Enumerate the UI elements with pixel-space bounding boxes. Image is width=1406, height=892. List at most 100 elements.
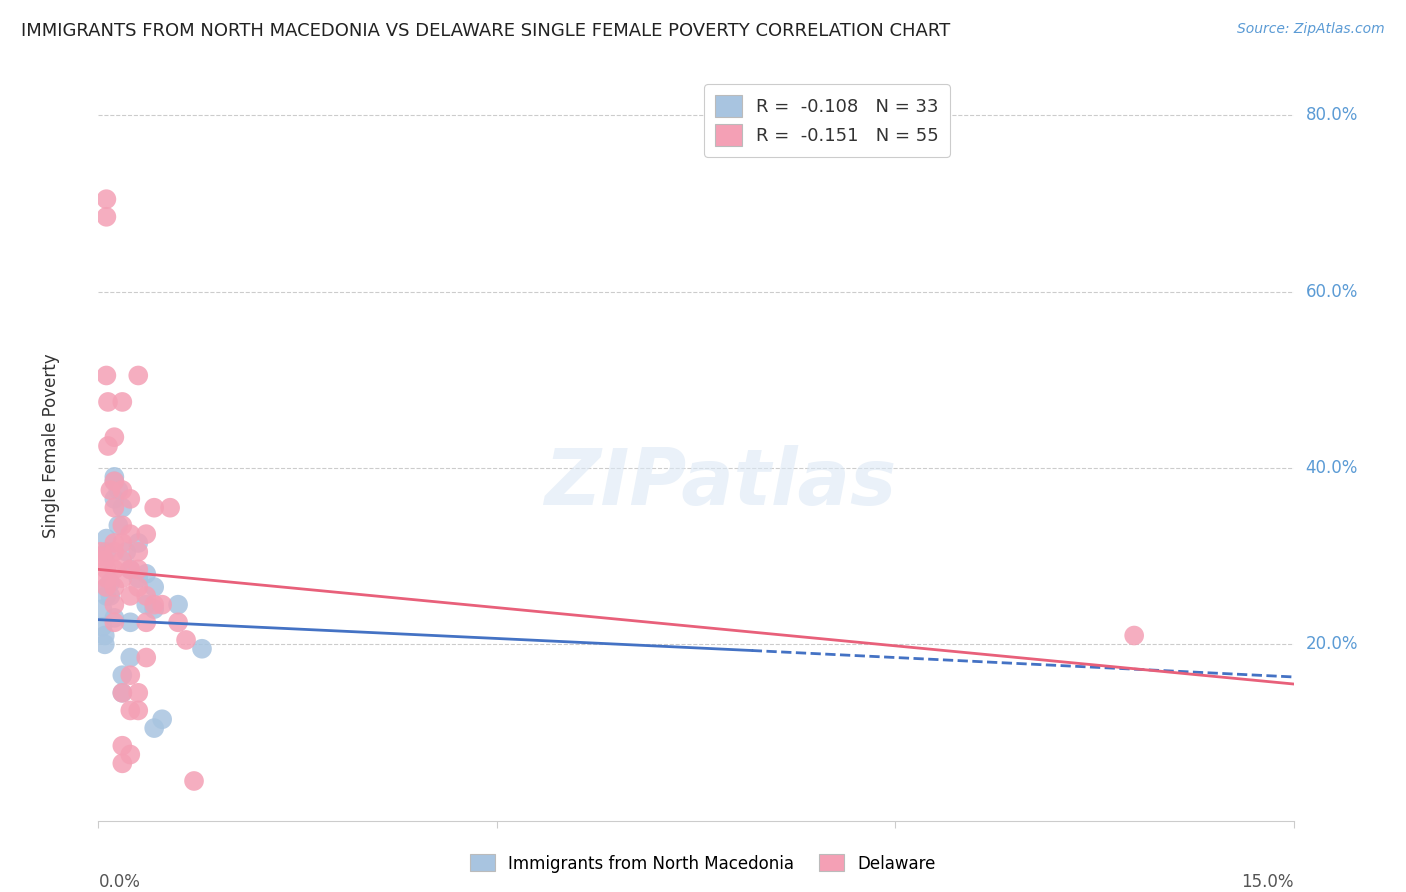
Point (103, 598, 125, 612)
Point (94, 628, 117, 642)
Point (103, 562, 125, 576)
Point (127, 703, 149, 717)
Point (111, 395, 134, 409)
Text: 60.0%: 60.0% (1306, 283, 1358, 301)
Text: Single Female Poverty: Single Female Poverty (42, 354, 59, 538)
Point (97, 439, 120, 453)
Point (159, 500, 181, 515)
Point (115, 545, 138, 559)
Point (91, 602, 114, 616)
Point (111, 500, 134, 515)
Point (191, 641, 214, 656)
Point (167, 615, 190, 630)
Point (96, 210, 118, 224)
Point (127, 580, 149, 594)
Point (96, 192, 118, 206)
Point (111, 686, 134, 700)
Point (96, 589, 118, 603)
Point (96, 571, 118, 585)
Point (120, 650, 142, 665)
Point (150, 712, 173, 726)
Point (90, 545, 112, 559)
Point (96, 368, 118, 383)
Point (111, 518, 134, 533)
Point (107, 518, 129, 533)
Point (1123, 628, 1146, 642)
Point (120, 747, 142, 762)
Point (96, 580, 118, 594)
Point (91, 620, 114, 634)
Point (135, 589, 157, 603)
Point (91, 549, 114, 564)
Point (120, 668, 142, 682)
Point (103, 491, 125, 506)
Point (96, 532, 118, 546)
Point (120, 527, 142, 541)
Point (183, 774, 205, 789)
Text: Source: ZipAtlas.com: Source: ZipAtlas.com (1237, 22, 1385, 37)
Point (120, 589, 142, 603)
Point (94, 637, 117, 651)
Text: 0.0%: 0.0% (98, 873, 141, 891)
Point (127, 571, 149, 585)
Point (111, 739, 134, 753)
Point (111, 668, 134, 682)
Point (96, 562, 118, 576)
Point (107, 483, 129, 497)
Point (127, 545, 149, 559)
Point (150, 598, 173, 612)
Point (94, 553, 117, 567)
Point (143, 721, 166, 735)
Text: 20.0%: 20.0% (1306, 635, 1358, 653)
Text: 15.0%: 15.0% (1241, 873, 1294, 891)
Point (174, 632, 197, 647)
Point (103, 580, 125, 594)
Point (111, 686, 134, 700)
Point (96, 545, 118, 559)
Point (135, 615, 157, 630)
Point (135, 566, 157, 581)
Point (103, 611, 125, 625)
Point (111, 571, 134, 585)
Point (98, 575, 122, 590)
Point (103, 475, 125, 489)
Text: 40.0%: 40.0% (1306, 459, 1358, 477)
Point (103, 500, 125, 515)
Point (98, 483, 122, 497)
Point (143, 598, 166, 612)
Point (120, 562, 142, 576)
Point (120, 703, 142, 717)
Point (103, 475, 125, 489)
Point (127, 368, 149, 383)
Point (143, 500, 166, 515)
Point (103, 430, 125, 444)
Point (143, 602, 166, 616)
Point (135, 598, 157, 612)
Point (103, 536, 125, 550)
Legend: Immigrants from North Macedonia, Delaware: Immigrants from North Macedonia, Delawar… (464, 847, 942, 880)
Point (143, 580, 166, 594)
Point (127, 536, 149, 550)
Text: 80.0%: 80.0% (1306, 106, 1358, 125)
Point (96, 580, 118, 594)
Point (120, 562, 142, 576)
Point (98, 589, 122, 603)
Point (103, 470, 125, 484)
Point (97, 395, 120, 409)
Legend: R =  -0.108   N = 33, R =  -0.151   N = 55: R = -0.108 N = 33, R = -0.151 N = 55 (704, 84, 950, 157)
Text: IMMIGRANTS FROM NORTH MACEDONIA VS DELAWARE SINGLE FEMALE POVERTY CORRELATION CH: IMMIGRANTS FROM NORTH MACEDONIA VS DELAW… (21, 22, 950, 40)
Point (167, 598, 190, 612)
Point (120, 615, 142, 630)
Point (111, 756, 134, 771)
Point (135, 650, 157, 665)
Point (127, 686, 149, 700)
Point (127, 562, 149, 576)
Point (103, 615, 125, 630)
Point (135, 527, 157, 541)
Point (111, 553, 134, 567)
Point (111, 536, 134, 550)
Text: ZIPatlas: ZIPatlas (544, 445, 896, 522)
Point (103, 545, 125, 559)
Point (120, 491, 142, 506)
Point (111, 483, 134, 497)
